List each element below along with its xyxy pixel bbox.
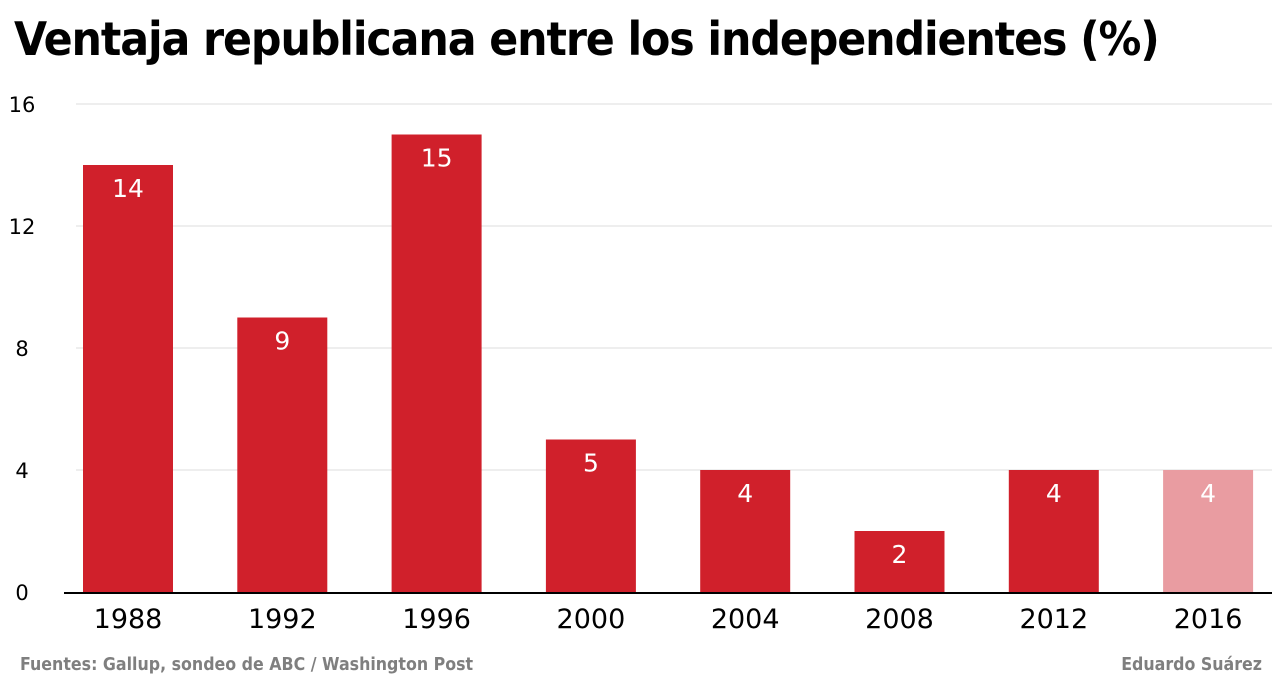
x-tick-label-2000: 2000 [557,604,626,635]
y-tick-label: 16 [9,93,36,117]
data-label-2008: 2 [892,540,908,569]
y-axis-ticks: 0 4 8 12 16 [9,93,36,605]
data-label-2000: 5 [583,449,599,478]
y-tick-label: 8 [15,337,28,361]
x-tick-label-1992: 1992 [248,604,317,635]
author-credit: Eduardo Suárez [1121,654,1262,675]
bar-2016 [1163,470,1254,592]
data-label-1996: 15 [421,144,453,173]
bars [83,134,1254,592]
source-note: Fuentes: Gallup, sondeo de ABC / Washing… [20,654,474,675]
x-tick-label-2012: 2012 [1019,604,1088,635]
x-tick-label-2004: 2004 [711,604,780,635]
chart-title: Ventaja republicana entre los independie… [14,12,1160,66]
bar-1992 [237,317,328,592]
y-tick-label: 12 [9,215,36,239]
data-labels: 14 9 15 5 4 2 4 4 [112,144,1216,570]
data-label-1988: 14 [112,174,144,203]
x-tick-label-2008: 2008 [865,604,934,635]
data-label-2012: 4 [1046,479,1062,508]
x-tick-label-2016: 2016 [1174,604,1243,635]
data-label-1992: 9 [274,327,290,356]
bar-1988 [83,165,173,592]
x-tick-label-1996: 1996 [402,604,471,635]
x-tick-label-1988: 1988 [94,604,163,635]
x-axis-ticks: 1988 1992 1996 2000 2004 2008 2012 2016 [94,604,1243,635]
y-tick-label: 4 [15,459,28,483]
y-tick-label: 0 [15,581,28,605]
bar-2008 [854,531,945,592]
bar-2012 [1008,470,1099,592]
data-label-2004: 4 [737,479,753,508]
bar-1996 [391,134,482,592]
bar-2004 [700,470,791,592]
data-label-2016: 4 [1200,479,1216,508]
bar-2000 [545,439,636,592]
